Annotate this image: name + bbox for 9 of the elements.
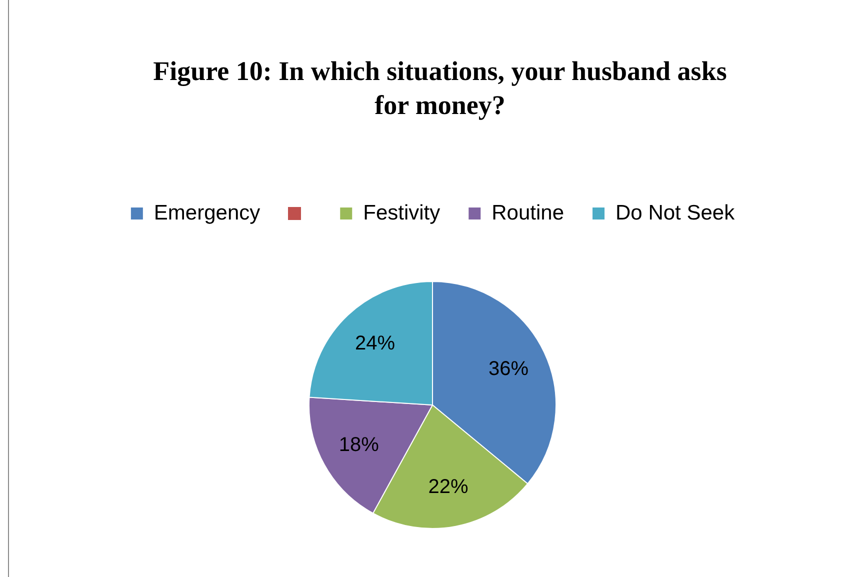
data-label: 24%	[354, 332, 396, 354]
legend-label: Emergency	[154, 201, 261, 224]
legend-label: Routine	[492, 201, 564, 224]
chart-title: Figure 10: In which situations, your husband asks for money?	[152, 55, 728, 122]
legend-label: Festivity	[363, 201, 441, 224]
data-label: 22%	[428, 476, 468, 498]
data-label: 36%	[488, 358, 529, 380]
data-label: 18%	[338, 434, 380, 456]
legend-label: Do Not Seek	[616, 201, 736, 224]
